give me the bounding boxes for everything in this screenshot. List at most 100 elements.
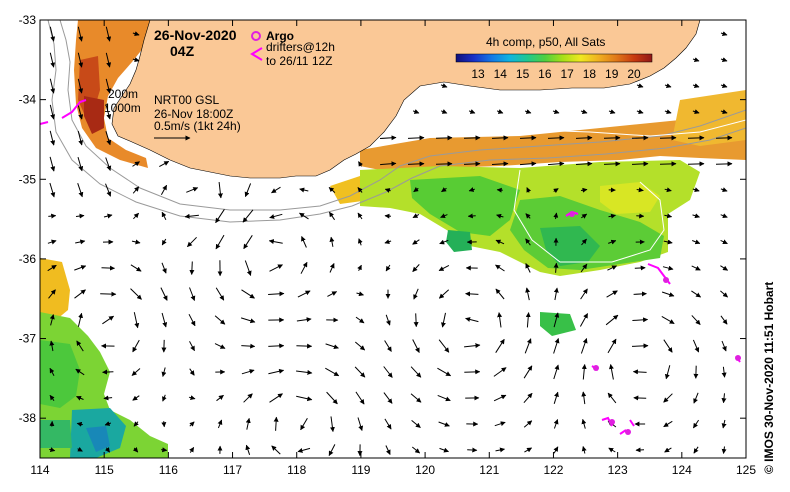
current-arrow [607,392,617,404]
current-arrow [245,444,251,455]
current-arrow [75,368,85,376]
current-arrow [692,239,701,245]
contour-2000m-white [479,119,746,263]
current-arrow [49,104,56,120]
x-tick-label: 118 [287,463,306,477]
x-tick-label: 115 [95,463,114,477]
current-arrow [241,343,256,349]
current-arrow [691,265,701,271]
current-arrow [715,161,733,167]
current-arrow [101,265,115,271]
current-arrow [553,312,560,328]
current-arrow [491,135,509,141]
current-arrow [412,213,420,219]
current-arrow [356,291,364,297]
current-arrow [523,420,533,428]
current-arrow [357,264,362,272]
current-arrow [691,315,701,325]
current-arrow [581,364,587,380]
current-arrow [48,213,57,219]
current-arrow [215,287,225,301]
current-arrow [721,446,727,454]
current-arrow [634,265,646,271]
current-arrow [77,78,84,94]
y-tick-label: -35 [19,172,37,186]
colorbar-tick-label: 20 [627,67,641,81]
current-arrow [74,265,87,271]
x-axis: 114 115 116 117 118 119 120 121 122 123 124 125 [30,20,756,477]
colorbar-tick-label: 13 [471,67,485,81]
current-arrow [438,264,450,272]
current-arrow [297,290,311,298]
current-arrow [715,135,733,141]
current-arrow [296,317,312,323]
current-arrow [160,184,168,195]
current-arrow [721,419,727,429]
current-arrow [76,395,84,401]
current-arrow [691,290,702,298]
current-arrow [187,236,197,248]
current-arrow [553,446,559,454]
current-arrow [524,447,533,453]
current-arrow [49,52,56,68]
x-tick-label: 121 [479,463,499,477]
current-arrow [299,212,309,220]
current-arrow [269,393,283,403]
current-arrow [664,365,671,380]
current-arrow [495,447,505,453]
current-arrow [693,446,699,454]
current-arrow [354,341,366,351]
current-arrow [161,262,167,274]
x-tick-label: 125 [736,463,756,477]
product-name: NRT00 GSL [154,93,219,107]
current-arrow [357,212,363,220]
current-arrow [268,291,285,297]
current-arrow [524,338,532,354]
current-arrow [575,161,593,167]
current-arrow [47,239,57,245]
current-arrow [439,447,449,453]
current-arrow [606,290,618,298]
current-arrow [663,239,673,245]
current-arrow [632,369,647,375]
current-arrow [553,338,560,354]
current-arrow [242,209,254,223]
current-arrow [77,156,84,172]
current-arrow [407,135,425,141]
current-arrow [721,340,727,352]
current-arrow [493,394,507,402]
current-arrow [188,395,196,401]
current-arrow [692,109,700,114]
argo-legend: Argo [251,29,294,43]
map-frame [39,19,747,459]
current-arrow [692,339,700,353]
colorbar-tick-label: 19 [605,67,619,81]
current-arrow [720,239,728,245]
current-arrow [159,160,170,168]
map-date: 26-Nov-2020 [154,27,237,43]
current-arrow [244,260,252,276]
current-arrow [160,287,168,301]
current-arrow [720,265,729,271]
drifter-track [40,99,87,125]
current-arrow [161,238,167,246]
y-tick-label: -34 [19,93,37,107]
current-arrow [186,187,199,193]
current-arrow [105,52,112,68]
current-arrow [269,264,283,272]
current-arrow [410,393,422,403]
current-arrow [692,419,700,429]
current-arrow [435,135,453,141]
current-arrow [579,313,589,327]
current-arrow [383,392,393,404]
current-arrow [379,135,397,141]
current-arrow [636,187,644,193]
current-arrow [133,421,139,427]
current-arrow [329,416,335,433]
current-arrow [440,213,448,218]
current-arrow [77,183,84,198]
current-arrow [215,234,225,250]
current-arrow [49,156,56,172]
current-arrow [493,367,507,377]
x-tick-label: 117 [223,463,242,477]
